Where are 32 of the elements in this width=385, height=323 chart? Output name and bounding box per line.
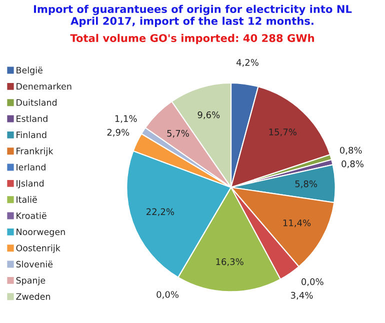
legend-label: Italië — [16, 196, 37, 203]
legend-label: Ierland — [16, 164, 46, 170]
data-label: 0,8% — [340, 146, 362, 155]
data-label: 0,8% — [342, 160, 364, 168]
legend-label: Spanje — [16, 276, 46, 286]
data-label: 16,3% — [216, 258, 244, 266]
data-label: 11,4% — [283, 219, 311, 228]
legend-label: Zweden — [16, 293, 50, 300]
legend-label: Frankrijk — [16, 148, 54, 156]
legend-label: Duitsland — [16, 99, 57, 106]
data-label: 5,7% — [167, 130, 189, 138]
data-label: 4,2% — [236, 58, 258, 67]
data-label: 22,2% — [146, 208, 174, 216]
legend-label: België — [16, 66, 42, 76]
chart-subtitle: Total volume GO's imported: 40 288 GWh — [70, 34, 314, 44]
text: 0,0% — [302, 278, 324, 286]
data-label: 15,7% — [269, 128, 296, 136]
data-label: 9,6% — [198, 111, 220, 120]
legend-label: Kroatië — [16, 212, 46, 219]
data-label: 1,1% — [115, 115, 137, 123]
data-label: 2,9% — [107, 128, 130, 137]
legend-label: Finland — [16, 131, 46, 138]
data-label: 5,8% — [295, 180, 318, 188]
chart-title: Import of guarantuees of origin for electricity into NL April 2017, import of the last 12 months. — [34, 4, 352, 27]
legend-label: Oostenrijk — [16, 244, 60, 254]
legend-label: Estland — [16, 115, 48, 122]
legend-label: Slovenië — [16, 260, 53, 268]
legend-label: IJsland — [16, 180, 44, 188]
text: 0,0% — [156, 291, 179, 299]
legend-label: Noorwegen — [16, 228, 65, 237]
legend-label: Denemarken — [16, 82, 72, 90]
data-label: 3,4% — [290, 292, 313, 300]
